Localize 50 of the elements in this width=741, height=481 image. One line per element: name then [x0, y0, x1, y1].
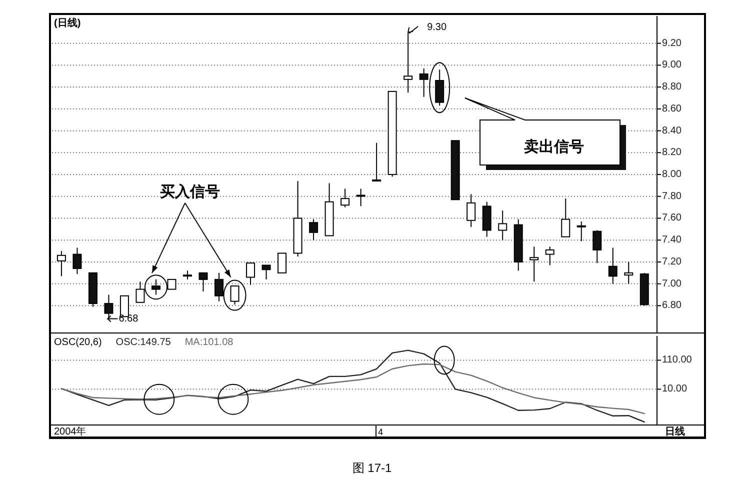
- candlestick: [230, 285, 240, 306]
- candlestick: [246, 262, 256, 286]
- candlestick: [104, 294, 114, 320]
- candlestick: [278, 252, 287, 274]
- text: 日线: [665, 426, 685, 438]
- y-tick-label: 8.20: [662, 147, 682, 158]
- annotation: 9.30: [427, 22, 447, 33]
- y-tick-label: 8.40: [662, 125, 682, 136]
- y-tick-label: 8.80: [662, 82, 682, 93]
- candlestick: [435, 69, 444, 106]
- text: 2004年: [54, 426, 86, 438]
- candlestick: [372, 142, 382, 182]
- candlestick: [340, 188, 350, 208]
- text: 4: [378, 427, 384, 437]
- candlestick: [608, 247, 618, 284]
- candlestick: [530, 246, 539, 282]
- candlestick: [198, 272, 208, 292]
- chart-title: (日线): [54, 17, 81, 29]
- candlestick: [356, 188, 366, 207]
- y-tick-label: 110.00: [662, 354, 692, 366]
- y-tick-label: 7.40: [662, 234, 682, 246]
- y-tick-label: 9.00: [662, 60, 682, 71]
- chart-title: OSC(20,6): [54, 337, 102, 348]
- candlestick: [466, 194, 476, 228]
- caption: 图 17-1: [352, 461, 392, 475]
- y-tick-label: 7.20: [662, 256, 682, 268]
- candlestick: [72, 247, 82, 274]
- y-tick-label: 8.60: [662, 103, 682, 114]
- y-tick-label: 9.20: [662, 38, 682, 49]
- candlestick: [309, 218, 318, 241]
- annotation: 6.68: [118, 313, 139, 324]
- candlestick: [576, 221, 586, 242]
- candlestick: [545, 246, 554, 266]
- line-series: [60, 363, 645, 414]
- text: OSC:149.75: [116, 337, 172, 348]
- y-tick-label: 10.00: [662, 384, 688, 395]
- candlestick: [561, 198, 570, 238]
- candlestick: [56, 250, 66, 277]
- candlestick: [262, 264, 271, 280]
- annotation: 买入信号: [160, 184, 220, 200]
- annotation: 卖出信号: [524, 138, 584, 156]
- y-tick-label: 6.80: [662, 300, 682, 312]
- candlestick: [498, 210, 508, 241]
- y-tick-label: 7.60: [662, 212, 682, 224]
- candlestick: [624, 261, 634, 284]
- candlestick: [592, 230, 602, 264]
- y-tick-label: 8.00: [662, 169, 682, 180]
- y-tick-label: 7.00: [662, 278, 682, 290]
- text: MA:101.08: [184, 337, 234, 348]
- y-tick-label: 7.80: [662, 190, 682, 202]
